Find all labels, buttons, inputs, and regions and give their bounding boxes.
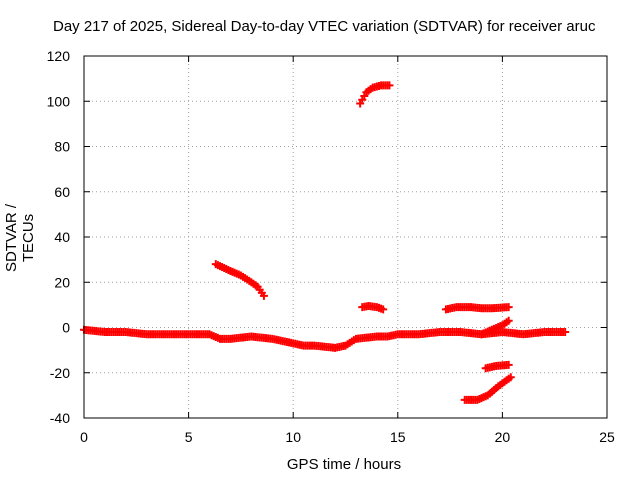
x-tick-label: 15 [390,429,406,445]
chart-title: Day 217 of 2025, Sidereal Day-to-day VTE… [53,18,596,35]
x-tick-label: 0 [80,429,88,445]
data-point [504,303,513,312]
series-arc-5 [481,360,513,373]
y-tick-label: 40 [54,229,70,245]
series-arc-2 [356,81,394,108]
y-tick-label: 20 [54,274,70,290]
data-point [504,316,513,325]
x-tick-label: 20 [495,429,511,445]
series-arc-4 [441,303,513,314]
data-point [385,81,394,90]
y-tick-label: 60 [54,184,70,200]
x-tick-label: 5 [185,429,193,445]
plot-frame [83,55,608,419]
y-tick-label: 80 [54,139,70,155]
y-tick-label: 100 [47,93,71,109]
series-arc-6 [460,373,515,404]
y-tick-label: 120 [47,48,71,64]
y-tick-label: -20 [50,365,70,381]
y-tick-label: 0 [62,320,70,336]
series-arc-7 [477,316,513,339]
x-tick-label: 10 [285,429,301,445]
series-arc-1 [211,260,268,300]
data-point [506,373,515,382]
series-arc-3 [358,302,388,314]
y-tick-label: -40 [50,410,70,426]
x-axis-label: GPS time / hours [286,456,402,473]
data-point [259,291,268,300]
data-point [561,328,570,337]
data-point [379,305,388,314]
x-tick-label: 25 [599,429,615,445]
data-point [504,360,513,369]
